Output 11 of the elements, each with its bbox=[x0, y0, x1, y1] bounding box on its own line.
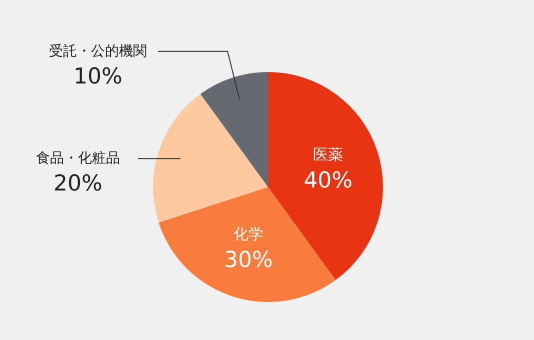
data-label: 40% bbox=[304, 168, 353, 194]
slice-label: 食品・化粧品 bbox=[36, 150, 120, 167]
pie-slice bbox=[158, 187, 336, 302]
data-label: 30% bbox=[224, 248, 273, 274]
data-label: 10% bbox=[74, 64, 122, 90]
pie-slice bbox=[200, 72, 268, 187]
slice-label: 化学 bbox=[233, 225, 264, 244]
data-label: 20% bbox=[54, 172, 102, 197]
slice-label: 医薬 bbox=[313, 145, 344, 164]
slice-label: 受託・公的機関 bbox=[49, 43, 147, 60]
pie-slice bbox=[153, 94, 268, 223]
